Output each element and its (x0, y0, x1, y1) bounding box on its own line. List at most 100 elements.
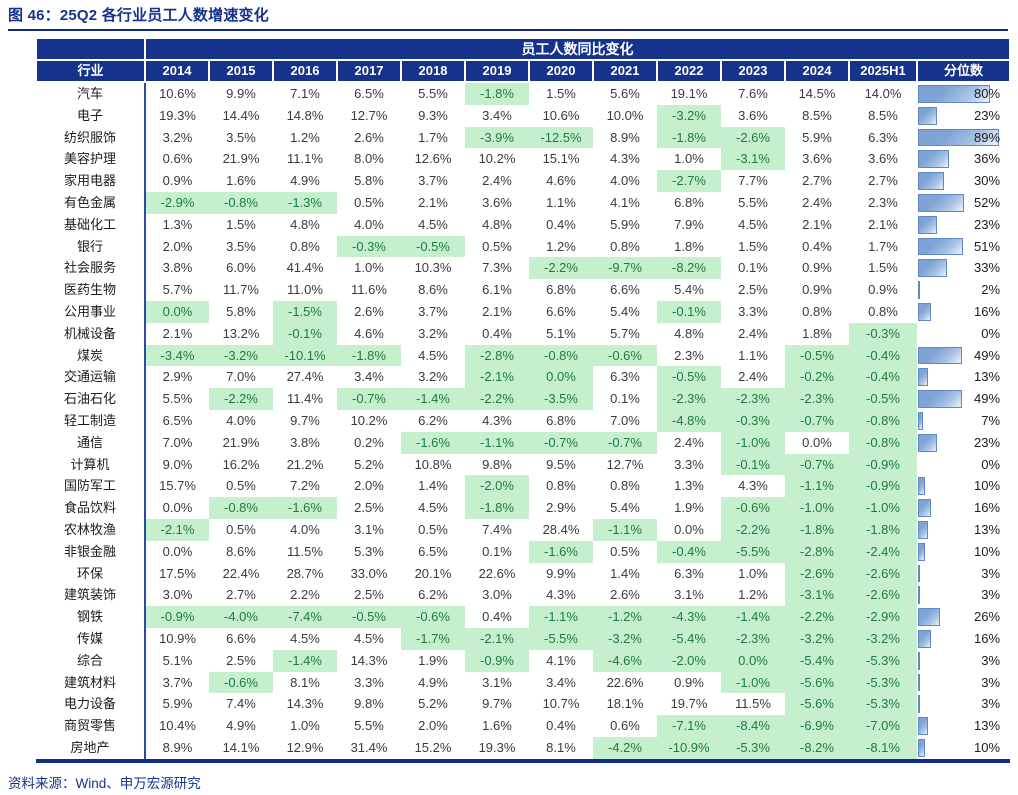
industry-label: 环保 (36, 562, 146, 585)
value-cell: 2.7% (802, 173, 832, 189)
percentile-cell: 23% (917, 105, 1010, 127)
value-cell: 8.9% (162, 739, 193, 755)
header-group-row: 员工人数同比变化 (35, 37, 1012, 61)
table-row: 国防军工 15.7% 0.5% 7.2% 2.0% 1.4% -2.0% 0.8% 0.8% 1.… (36, 475, 1010, 498)
value-cell: 10.2% (478, 151, 516, 167)
value-cell: 12.6% (414, 151, 452, 167)
value-cell: 1.0% (674, 151, 704, 167)
value-cell: -1.6% (273, 497, 337, 519)
table-head: 员工人数同比变化 行业 2014 2015 2016 2017 2018 2019 2020 20… (35, 37, 1012, 83)
percentile-cell: 0% (917, 454, 1010, 476)
value-cell: -12.5% (529, 126, 593, 149)
value-cell: 33.0% (350, 565, 388, 581)
percentile-value: 0% (981, 325, 1001, 341)
percentile-bar (918, 128, 999, 147)
percentile-value: 16% (974, 303, 1001, 319)
value-cell: -3.4% (145, 344, 209, 367)
value-cell: 2.0% (162, 238, 193, 254)
value-cell: 2.5% (354, 500, 384, 516)
percentile-bar (918, 520, 929, 539)
industry-label: 石油石化 (36, 388, 146, 410)
value-cell: 7.4% (482, 521, 512, 537)
value-cell: -1.1% (785, 475, 849, 498)
value-cell: 2.5% (738, 282, 768, 298)
table-row: 计算机 9.0% 16.2% 21.2% 5.2% 10.8% 9.8% 9.5% 12.7% 3… (36, 453, 1010, 476)
value-cell: -1.8% (465, 497, 529, 519)
value-cell: -1.8% (849, 518, 917, 541)
percentile-value: 33% (974, 260, 1001, 276)
column-header-2022: 2022 (656, 59, 722, 83)
column-header-2025H1: 2025H1 (848, 59, 918, 83)
value-cell: -0.5% (337, 606, 401, 628)
value-cell: 4.0% (354, 216, 384, 232)
value-cell: 2.3% (868, 194, 898, 210)
value-cell: -1.5% (273, 300, 337, 323)
value-cell: 3.5% (226, 129, 256, 145)
value-cell: -4.6% (593, 649, 657, 672)
column-header-2015: 2015 (208, 59, 274, 83)
percentile-bar (918, 215, 938, 234)
value-cell: 7.6% (738, 86, 768, 101)
table-row: 电子 19.3% 14.4% 14.8% 12.7% 9.3% 3.4% 10.6% 10.0%… (36, 104, 1010, 127)
value-cell: 7.0% (162, 434, 193, 450)
value-cell: -0.8% (849, 409, 917, 432)
table-row: 交通运输 2.9% 7.0% 27.4% 3.4% 3.2% -2.1% 0.0% 6.3% -0… (36, 366, 1010, 389)
value-cell: 1.9% (674, 500, 704, 516)
value-cell: 13.2% (222, 325, 260, 341)
value-cell: 2.1% (482, 303, 512, 319)
value-cell: 14.0% (864, 86, 902, 101)
value-cell: 15.1% (542, 151, 580, 167)
value-cell: -1.1% (529, 606, 593, 628)
value-cell: 4.8% (674, 325, 704, 341)
value-cell: 0.9% (802, 260, 832, 276)
percentile-value: 23% (974, 107, 1001, 123)
value-cell: 1.6% (226, 173, 256, 189)
value-cell: -7.0% (849, 715, 917, 737)
industry-label: 国防军工 (36, 475, 146, 498)
value-cell: -0.3% (849, 322, 917, 345)
value-cell: 2.4% (674, 434, 704, 450)
percentile-bar (918, 150, 950, 169)
value-cell: 1.4% (418, 478, 448, 494)
table-row: 基础化工 1.3% 1.5% 4.8% 4.0% 4.5% 4.8% 0.4% 5.9% 7.9%… (36, 213, 1010, 236)
value-cell: 1.3% (162, 216, 193, 232)
value-cell: -6.9% (785, 715, 849, 737)
percentile-bar (918, 259, 947, 278)
value-cell: 6.1% (482, 282, 512, 298)
value-cell: 1.8% (674, 238, 704, 254)
percentile-cell: 10% (917, 737, 1010, 761)
value-cell: -0.1% (721, 453, 785, 476)
industry-growth-table: 员工人数同比变化 行业 2014 2015 2016 2017 2018 2019 2020 20… (35, 37, 1012, 763)
value-cell: 12.7% (350, 107, 388, 123)
value-cell: -2.2% (529, 257, 593, 280)
value-cell: 0.5% (226, 478, 256, 494)
value-cell: 6.5% (162, 412, 193, 428)
value-cell: -5.5% (529, 627, 593, 650)
value-cell: 11.6% (351, 282, 387, 298)
percentile-value: 10% (974, 478, 1001, 494)
value-cell: 4.5% (418, 500, 448, 516)
value-cell: 9.5% (546, 456, 576, 472)
percentile-cell: 26% (917, 606, 1010, 628)
value-cell: 1.2% (738, 587, 768, 603)
value-cell: 0.5% (226, 521, 256, 537)
percentile-value: 0% (981, 456, 1001, 472)
value-cell: -0.6% (209, 671, 273, 694)
value-cell: -0.6% (401, 606, 465, 628)
value-cell: -2.8% (465, 344, 529, 367)
value-cell: -1.8% (337, 344, 401, 367)
value-cell: -8.2% (785, 736, 849, 761)
percentile-bar (918, 281, 920, 299)
value-cell: 1.2% (546, 238, 576, 254)
table-row: 美容护理 0.6% 21.9% 11.1% 8.0% 12.6% 10.2% 15.1% 4.3… (36, 148, 1010, 171)
table-row: 煤炭 -3.4% -3.2% -10.1% -1.8% 4.5% -2.8% -0.8% -0.… (36, 344, 1010, 367)
table-row: 食品饮料 0.0% -0.8% -1.6% 2.5% 4.5% -1.8% 2.9% 5.4% 1… (36, 497, 1010, 519)
value-cell: 4.0% (290, 521, 320, 537)
value-cell: -3.2% (849, 627, 917, 650)
table-row: 家用电器 0.9% 1.6% 4.9% 5.8% 3.7% 2.4% 4.6% 4.0% -2.7… (36, 170, 1010, 192)
value-cell: 0.5% (354, 194, 384, 210)
percentile-value: 23% (974, 216, 1001, 232)
table-row: 传媒 10.9% 6.6% 4.5% 4.5% -1.7% -2.1% -5.5% -3.2% -… (36, 627, 1010, 650)
column-header-2021: 2021 (592, 59, 658, 83)
value-cell: 4.5% (354, 630, 384, 646)
